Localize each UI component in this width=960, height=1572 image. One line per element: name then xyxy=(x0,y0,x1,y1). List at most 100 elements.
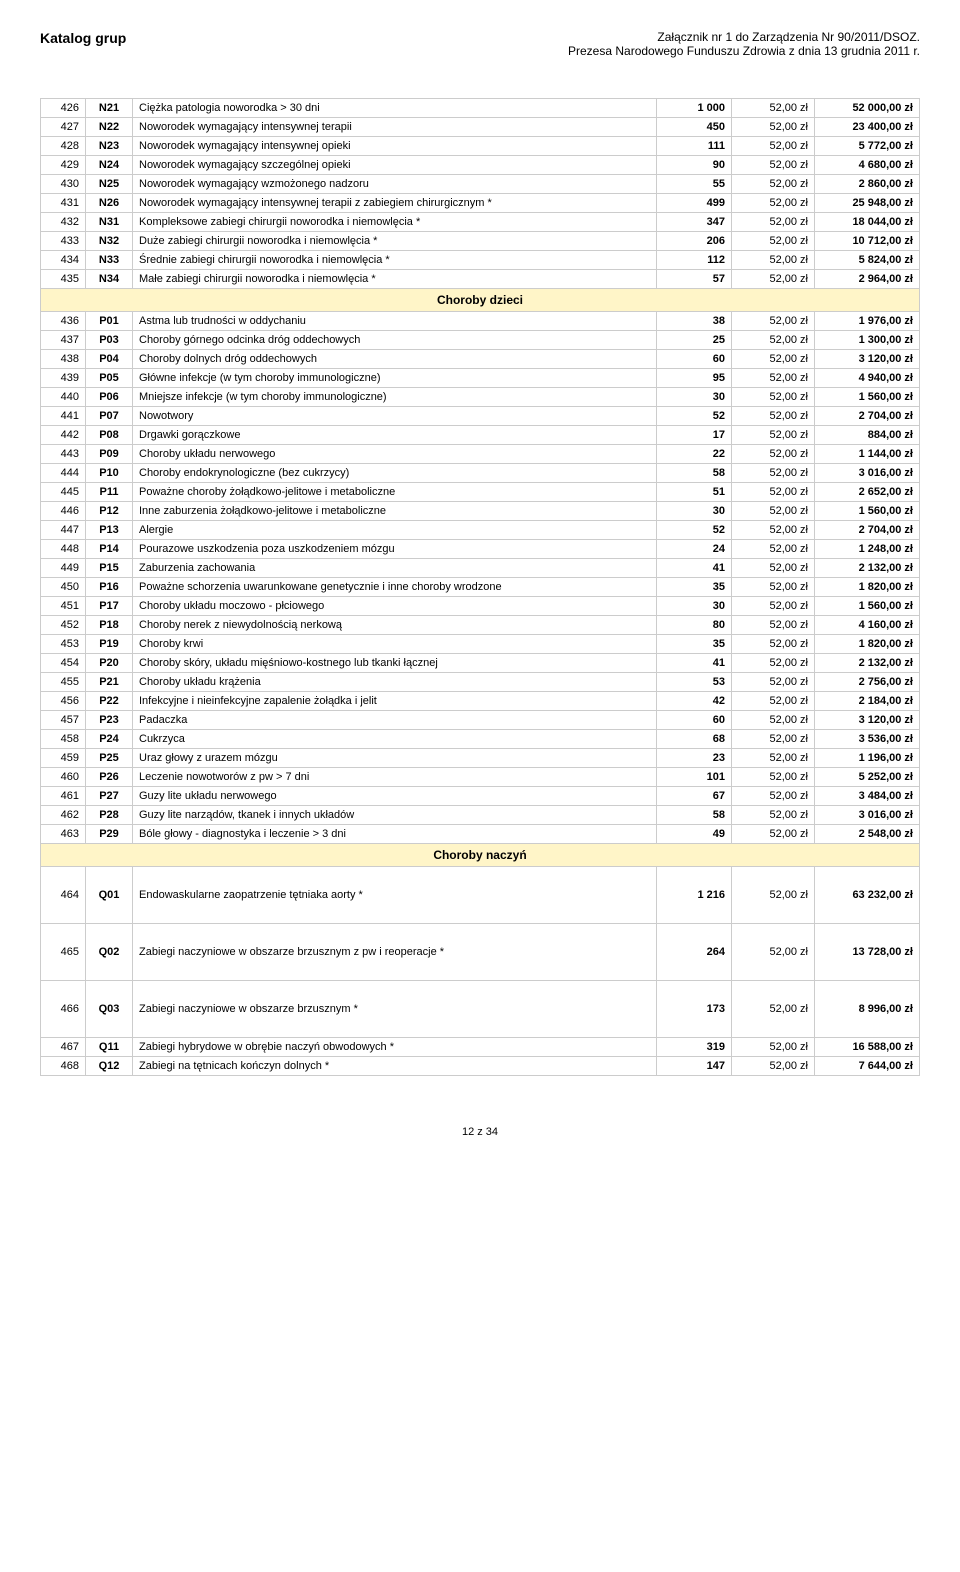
table-row: 463P29Bóle głowy - diagnostyka i leczeni… xyxy=(41,825,920,844)
points: 112 xyxy=(657,251,732,270)
total: 5 772,00 zł xyxy=(815,137,920,156)
table-row: 454P20Choroby skóry, układu mięśniowo-ko… xyxy=(41,654,920,673)
header-right-line1: Załącznik nr 1 do Zarządzenia Nr 90/2011… xyxy=(568,30,920,44)
description: Zabiegi na tętnicach kończyn dolnych * xyxy=(133,1057,657,1076)
points: 41 xyxy=(657,559,732,578)
rate: 52,00 zł xyxy=(732,502,815,521)
points: 38 xyxy=(657,312,732,331)
total: 1 248,00 zł xyxy=(815,540,920,559)
total: 1 820,00 zł xyxy=(815,578,920,597)
table-row: Choroby naczyń xyxy=(41,844,920,867)
row-index: 448 xyxy=(41,540,86,559)
description: Inne zaburzenia żołądkowo-jelitowe i met… xyxy=(133,502,657,521)
total: 1 196,00 zł xyxy=(815,749,920,768)
points: 23 xyxy=(657,749,732,768)
table-row: 436P01Astma lub trudności w oddychaniu38… xyxy=(41,312,920,331)
rate: 52,00 zł xyxy=(732,251,815,270)
table-row: 433N32Duże zabiegi chirurgii noworodka i… xyxy=(41,232,920,251)
total: 884,00 zł xyxy=(815,426,920,445)
description: Uraz głowy z urazem mózgu xyxy=(133,749,657,768)
group-code: P09 xyxy=(86,445,133,464)
page-header: Katalog grup Załącznik nr 1 do Zarządzen… xyxy=(40,30,920,58)
row-index: 456 xyxy=(41,692,86,711)
total: 4 160,00 zł xyxy=(815,616,920,635)
points: 24 xyxy=(657,540,732,559)
rate: 52,00 zł xyxy=(732,654,815,673)
rate: 52,00 zł xyxy=(732,787,815,806)
row-index: 460 xyxy=(41,768,86,787)
total: 1 560,00 zł xyxy=(815,502,920,521)
total: 18 044,00 zł xyxy=(815,213,920,232)
table-row: 464Q01Endowaskularne zaopatrzenie tętnia… xyxy=(41,867,920,924)
row-index: 445 xyxy=(41,483,86,502)
row-index: 464 xyxy=(41,867,86,924)
rate: 52,00 zł xyxy=(732,388,815,407)
points: 49 xyxy=(657,825,732,844)
group-code: P19 xyxy=(86,635,133,654)
group-code: P03 xyxy=(86,331,133,350)
group-code: P11 xyxy=(86,483,133,502)
total: 1 560,00 zł xyxy=(815,388,920,407)
group-code: N34 xyxy=(86,270,133,289)
total: 1 300,00 zł xyxy=(815,331,920,350)
row-index: 438 xyxy=(41,350,86,369)
group-code: P25 xyxy=(86,749,133,768)
points: 30 xyxy=(657,388,732,407)
table-row: 429N24Noworodek wymagający szczególnej o… xyxy=(41,156,920,175)
group-code: P14 xyxy=(86,540,133,559)
row-index: 465 xyxy=(41,924,86,981)
group-code: N31 xyxy=(86,213,133,232)
group-code: P10 xyxy=(86,464,133,483)
table-row: 467Q11Zabiegi hybrydowe w obrębie naczyń… xyxy=(41,1038,920,1057)
description: Choroby układu moczowo - płciowego xyxy=(133,597,657,616)
points: 51 xyxy=(657,483,732,502)
description: Cukrzyca xyxy=(133,730,657,749)
group-code: P05 xyxy=(86,369,133,388)
description: Choroby krwi xyxy=(133,635,657,654)
total: 1 144,00 zł xyxy=(815,445,920,464)
row-index: 434 xyxy=(41,251,86,270)
group-code: P27 xyxy=(86,787,133,806)
group-code: P16 xyxy=(86,578,133,597)
group-code: Q03 xyxy=(86,981,133,1038)
points: 111 xyxy=(657,137,732,156)
description: Astma lub trudności w oddychaniu xyxy=(133,312,657,331)
rate: 52,00 zł xyxy=(732,806,815,825)
total: 10 712,00 zł xyxy=(815,232,920,251)
row-index: 447 xyxy=(41,521,86,540)
group-code: N21 xyxy=(86,99,133,118)
rate: 52,00 zł xyxy=(732,540,815,559)
row-index: 444 xyxy=(41,464,86,483)
table-row: 455P21Choroby układu krążenia5352,00 zł2… xyxy=(41,673,920,692)
table-row: 435N34Małe zabiegi chirurgii noworodka i… xyxy=(41,270,920,289)
row-index: 454 xyxy=(41,654,86,673)
points: 1 000 xyxy=(657,99,732,118)
points: 52 xyxy=(657,407,732,426)
total: 2 704,00 zł xyxy=(815,407,920,426)
rate: 52,00 zł xyxy=(732,673,815,692)
group-code: P28 xyxy=(86,806,133,825)
group-code: P29 xyxy=(86,825,133,844)
row-index: 453 xyxy=(41,635,86,654)
row-index: 446 xyxy=(41,502,86,521)
description: Średnie zabiegi chirurgii noworodka i ni… xyxy=(133,251,657,270)
table-row: 447P13Alergie5252,00 zł2 704,00 zł xyxy=(41,521,920,540)
row-index: 430 xyxy=(41,175,86,194)
table-row: Choroby dzieci xyxy=(41,289,920,312)
points: 173 xyxy=(657,981,732,1038)
rate: 52,00 zł xyxy=(732,981,815,1038)
table-row: 448P14Pourazowe uszkodzenia poza uszkodz… xyxy=(41,540,920,559)
points: 55 xyxy=(657,175,732,194)
rate: 52,00 zł xyxy=(732,137,815,156)
total: 3 536,00 zł xyxy=(815,730,920,749)
table-row: 451P17Choroby układu moczowo - płciowego… xyxy=(41,597,920,616)
description: Infekcyjne i nieinfekcyjne zapalenie żoł… xyxy=(133,692,657,711)
row-index: 461 xyxy=(41,787,86,806)
rate: 52,00 zł xyxy=(732,464,815,483)
table-row: 444P10Choroby endokrynologiczne (bez cuk… xyxy=(41,464,920,483)
rate: 52,00 zł xyxy=(732,1057,815,1076)
total: 2 860,00 zł xyxy=(815,175,920,194)
description: Główne infekcje (w tym choroby immunolog… xyxy=(133,369,657,388)
rate: 52,00 zł xyxy=(732,616,815,635)
description: Guzy lite narządów, tkanek i innych ukła… xyxy=(133,806,657,825)
